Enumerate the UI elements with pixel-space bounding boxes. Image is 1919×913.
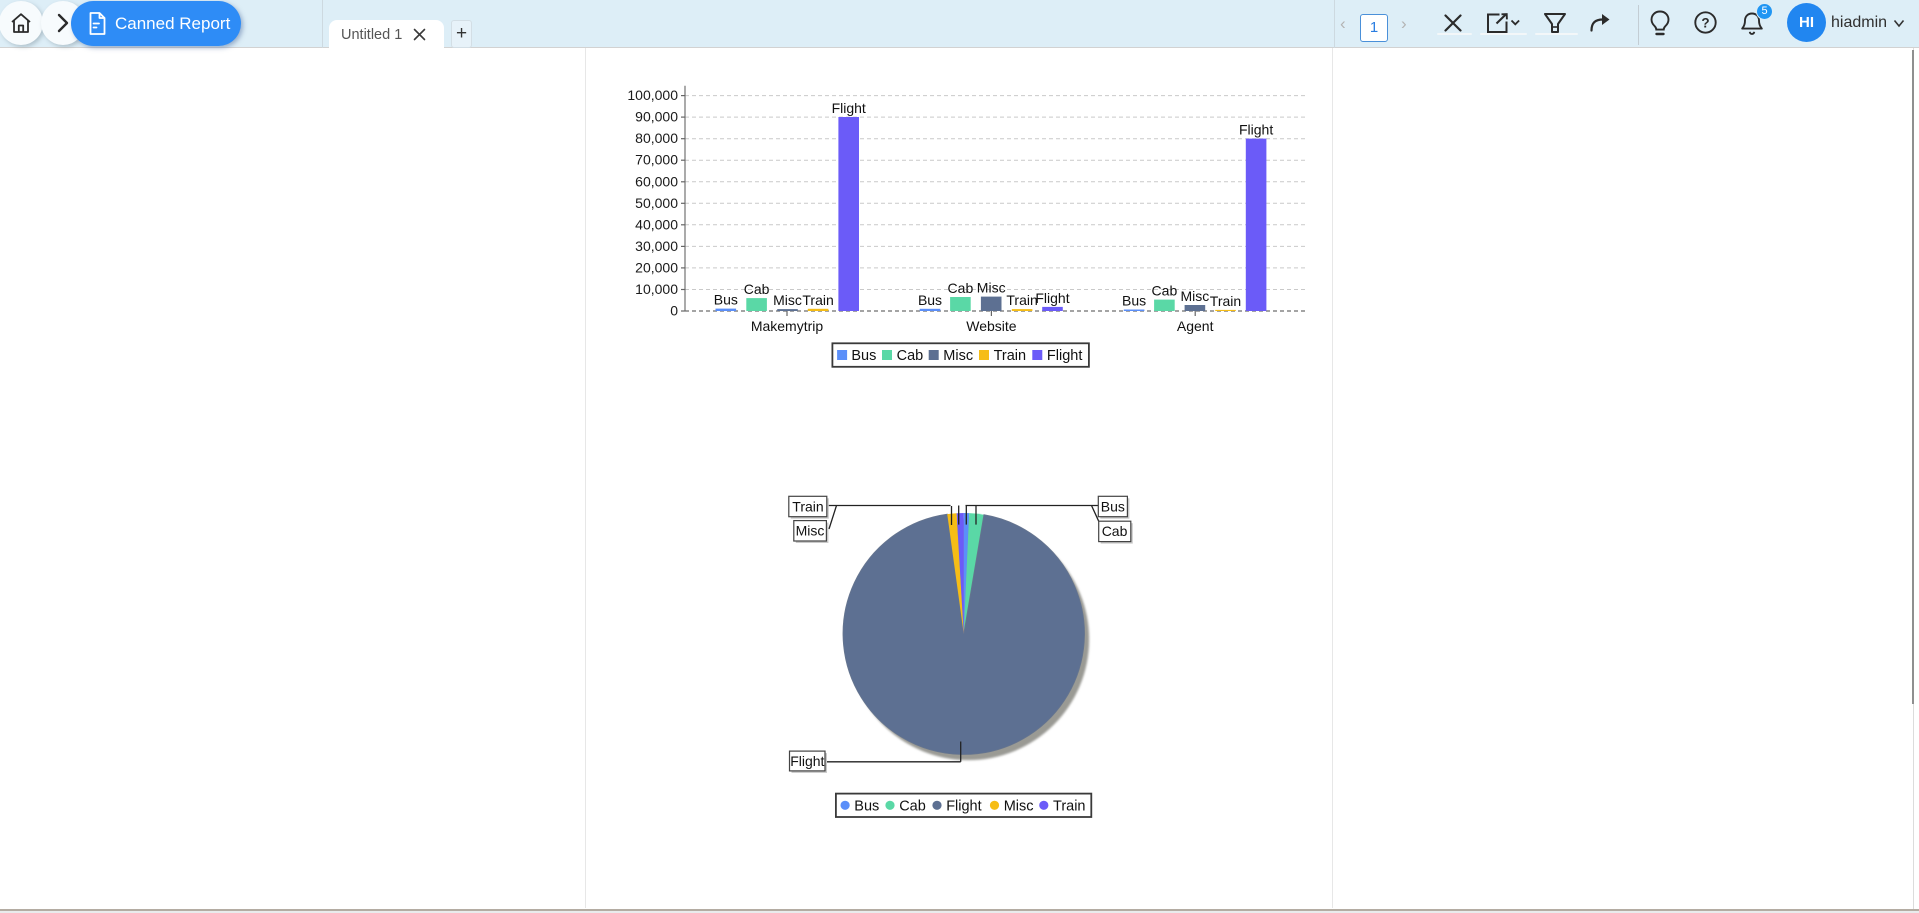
svg-text:Bus: Bus (1101, 498, 1125, 514)
svg-text:Train: Train (792, 498, 823, 514)
svg-text:Flight: Flight (1047, 348, 1082, 364)
svg-text:30,000: 30,000 (635, 238, 678, 254)
svg-text:Cab: Cab (1152, 283, 1178, 299)
svg-text:Train: Train (1006, 292, 1037, 308)
svg-text:Flight: Flight (790, 753, 824, 769)
svg-text:Cab: Cab (948, 280, 974, 296)
svg-text:Cab: Cab (899, 798, 926, 814)
svg-text:Train: Train (1210, 293, 1241, 309)
svg-text:?: ? (1701, 15, 1709, 30)
svg-text:Misc: Misc (796, 523, 825, 539)
svg-text:Makemytrip: Makemytrip (751, 318, 824, 334)
svg-text:70,000: 70,000 (635, 152, 678, 168)
svg-text:Bus: Bus (854, 798, 879, 814)
svg-text:40,000: 40,000 (635, 216, 678, 232)
svg-text:Misc: Misc (1004, 798, 1034, 814)
svg-text:Bus: Bus (918, 292, 942, 308)
svg-text:Cab: Cab (897, 348, 924, 364)
svg-text:50,000: 50,000 (635, 195, 678, 211)
svg-text:Misc: Misc (977, 280, 1006, 296)
svg-text:Flight: Flight (1035, 290, 1069, 306)
svg-text:Flight: Flight (946, 798, 981, 814)
svg-text:Train: Train (802, 292, 833, 308)
svg-text:Agent: Agent (1177, 318, 1214, 334)
svg-text:Bus: Bus (851, 348, 876, 364)
svg-text:Flight: Flight (1239, 122, 1273, 138)
svg-text:Misc: Misc (773, 292, 802, 308)
svg-text:Bus: Bus (1122, 293, 1146, 309)
svg-text:Train: Train (1053, 798, 1086, 814)
svg-text:Misc: Misc (1181, 288, 1210, 304)
svg-text:Misc: Misc (943, 348, 973, 364)
svg-text:60,000: 60,000 (635, 173, 678, 189)
svg-text:90,000: 90,000 (635, 109, 678, 125)
svg-text:Cab: Cab (1102, 523, 1128, 539)
svg-text:10,000: 10,000 (635, 281, 678, 297)
svg-text:Bus: Bus (714, 292, 738, 308)
svg-text:Train: Train (994, 348, 1027, 364)
svg-text:Flight: Flight (832, 100, 866, 116)
svg-text:100,000: 100,000 (627, 87, 678, 103)
svg-text:80,000: 80,000 (635, 130, 678, 146)
svg-text:Website: Website (966, 318, 1017, 334)
svg-text:20,000: 20,000 (635, 259, 678, 275)
svg-text:0: 0 (670, 303, 678, 319)
svg-text:Cab: Cab (744, 281, 770, 297)
